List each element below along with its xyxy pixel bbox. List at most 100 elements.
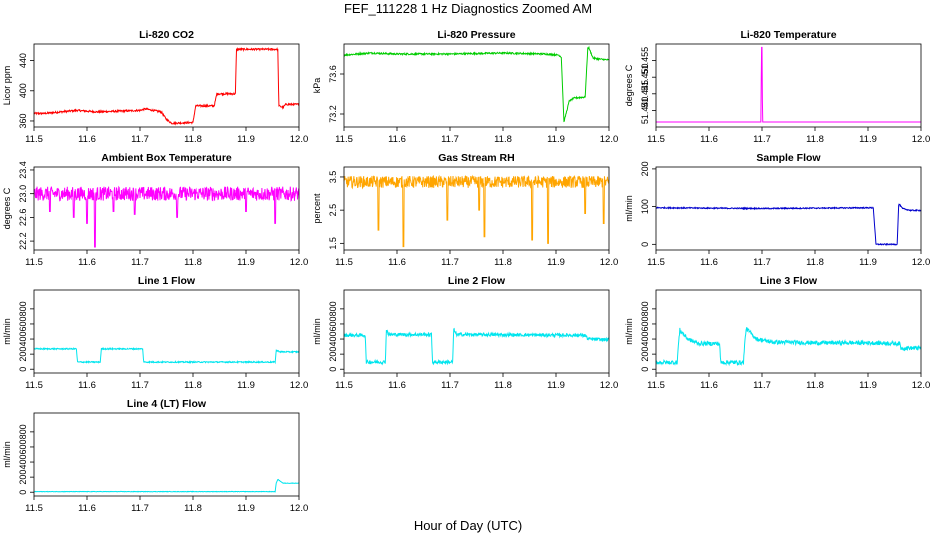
x-tick-label: 11.5 xyxy=(25,257,43,268)
y-tick-label: 400 xyxy=(18,83,28,98)
chart-panel: Gas Stream RH percent 11.5 11.6 11.7 11.8 11.9… xyxy=(312,152,618,268)
y-tick-label: 22.2 xyxy=(18,232,28,250)
x-tick-label: 11.9 xyxy=(237,380,255,391)
chart-title: Li-820 Pressure xyxy=(437,29,515,41)
y-tick-label: 100 xyxy=(640,199,650,214)
y-axis-label: ml/min xyxy=(624,195,634,222)
chart-title: Line 4 (LT) Flow xyxy=(127,398,207,410)
x-tick-label: 11.6 xyxy=(700,380,718,391)
x-tick-label: 11.8 xyxy=(184,257,202,268)
x-tick-label: 11.9 xyxy=(547,257,565,268)
y-tick-label: 600 xyxy=(640,316,650,331)
x-tick-label: 11.7 xyxy=(441,257,459,268)
series-line xyxy=(656,46,921,123)
y-tick-label: 22.6 xyxy=(18,209,28,227)
x-tick-label: 11.7 xyxy=(131,257,149,268)
chart-title: Line 3 Flow xyxy=(760,275,818,287)
plot-frame xyxy=(33,43,300,128)
y-tick-label: 51.455 xyxy=(640,47,650,75)
x-tick-label: 11.9 xyxy=(859,134,877,145)
y-tick-label: 0 xyxy=(328,367,338,372)
x-tick-label: 11.8 xyxy=(806,380,824,391)
x-tick-label: 12.0 xyxy=(912,257,931,268)
x-tick-label: 12.0 xyxy=(290,134,309,145)
plot-frame xyxy=(655,43,922,128)
x-tick-label: 11.6 xyxy=(700,134,718,145)
x-tick-label: 12.0 xyxy=(600,134,619,145)
chart-panel: Line 1 Flow ml/min 11.5 11.6 11.7 11.8 11.9 12.… xyxy=(2,275,308,391)
x-tick-label: 11.9 xyxy=(547,134,565,145)
x-tick-label: 11.8 xyxy=(184,503,202,514)
y-tick-label: 51.450 xyxy=(640,63,650,91)
chart-panel: Sample Flow ml/min 11.5 11.6 11.7 11.8 11.9 12.… xyxy=(624,152,930,268)
series-line xyxy=(33,346,300,365)
x-tick-label: 11.8 xyxy=(184,134,202,145)
chart-panel: Line 3 Flow ml/min 11.5 11.6 11.7 11.8 11.9 12.… xyxy=(624,275,930,391)
x-tick-label: 12.0 xyxy=(290,380,309,391)
y-tick-label: 3.5 xyxy=(328,171,338,184)
x-tick-label: 11.8 xyxy=(184,380,202,391)
y-tick-label: 51.440 xyxy=(640,97,650,125)
x-tick-label: 11.7 xyxy=(131,503,149,514)
x-tick-label: 11.5 xyxy=(25,503,43,514)
series-line xyxy=(655,203,922,247)
x-tick-label: 11.6 xyxy=(388,257,406,268)
x-tick-label: 11.5 xyxy=(647,257,665,268)
chart-title: Li-820 Temperature xyxy=(740,29,836,41)
y-tick-label: 200 xyxy=(640,347,650,362)
y-tick-label: 800 xyxy=(18,424,28,439)
chart-title: Gas Stream RH xyxy=(438,152,514,164)
x-tick-label: 11.7 xyxy=(753,380,771,391)
chart-title: Line 2 Flow xyxy=(448,275,506,287)
y-tick-label: 440 xyxy=(18,53,28,68)
y-axis-label: ml/min xyxy=(2,441,12,468)
y-tick-label: 1.5 xyxy=(328,237,338,250)
x-tick-label: 11.9 xyxy=(859,380,877,391)
y-tick-label: 23.0 xyxy=(18,185,28,203)
y-axis-label: degrees C xyxy=(2,187,12,229)
x-tick-label: 11.6 xyxy=(700,257,718,268)
chart-panel: Li-820 Temperature degrees C 11.5 11.6 11.7 1… xyxy=(624,29,930,145)
chart-panel: Line 2 Flow ml/min 11.5 11.6 11.7 11.8 11.9 12.… xyxy=(312,275,618,391)
y-tick-label: 600 xyxy=(18,316,28,331)
plot-frame xyxy=(343,289,610,374)
plot-frame xyxy=(343,166,610,251)
series-line xyxy=(33,478,300,493)
x-tick-label: 11.7 xyxy=(753,257,771,268)
x-tick-label: 11.8 xyxy=(494,257,512,268)
chart-panel: Li-820 CO2 Licor ppm 11.5 11.6 11.7 11.8 11.9 1… xyxy=(2,29,308,145)
y-tick-label: 0 xyxy=(18,490,28,495)
y-tick-label: 400 xyxy=(640,332,650,347)
x-tick-label: 12.0 xyxy=(290,257,309,268)
y-tick-label: 51.445 xyxy=(640,80,650,108)
plot-frame xyxy=(343,43,610,128)
page-x-axis-label: Hour of Day (UTC) xyxy=(413,518,523,533)
x-tick-label: 11.7 xyxy=(441,134,459,145)
series-line xyxy=(33,47,300,126)
x-tick-label: 11.6 xyxy=(388,134,406,145)
y-axis-label: kPa xyxy=(312,78,322,94)
x-tick-label: 11.6 xyxy=(388,380,406,391)
x-tick-label: 11.5 xyxy=(25,134,43,145)
plot-frame xyxy=(33,412,300,497)
y-tick-label: 600 xyxy=(18,439,28,454)
x-tick-label: 12.0 xyxy=(290,503,309,514)
x-tick-label: 11.8 xyxy=(494,380,512,391)
x-tick-label: 11.8 xyxy=(494,134,512,145)
chart-title: Li-820 CO2 xyxy=(139,29,194,41)
y-axis-label: ml/min xyxy=(624,318,634,345)
chart-title: Ambient Box Temperature xyxy=(101,152,232,164)
y-axis-label: percent xyxy=(312,193,322,224)
y-axis-label: Licor ppm xyxy=(2,66,12,106)
plot-frame xyxy=(33,289,300,374)
chart-panel: Ambient Box Temperature degrees C 11.5 11.6… xyxy=(2,152,308,268)
y-tick-label: 600 xyxy=(328,316,338,331)
x-tick-label: 11.6 xyxy=(78,503,96,514)
x-tick-label: 11.5 xyxy=(335,380,353,391)
x-tick-label: 11.6 xyxy=(78,134,96,145)
y-tick-label: 360 xyxy=(18,113,28,128)
y-tick-label: 200 xyxy=(18,470,28,485)
y-tick-label: 0 xyxy=(640,242,650,247)
x-tick-label: 11.6 xyxy=(78,380,96,391)
y-tick-label: 0 xyxy=(640,367,650,372)
